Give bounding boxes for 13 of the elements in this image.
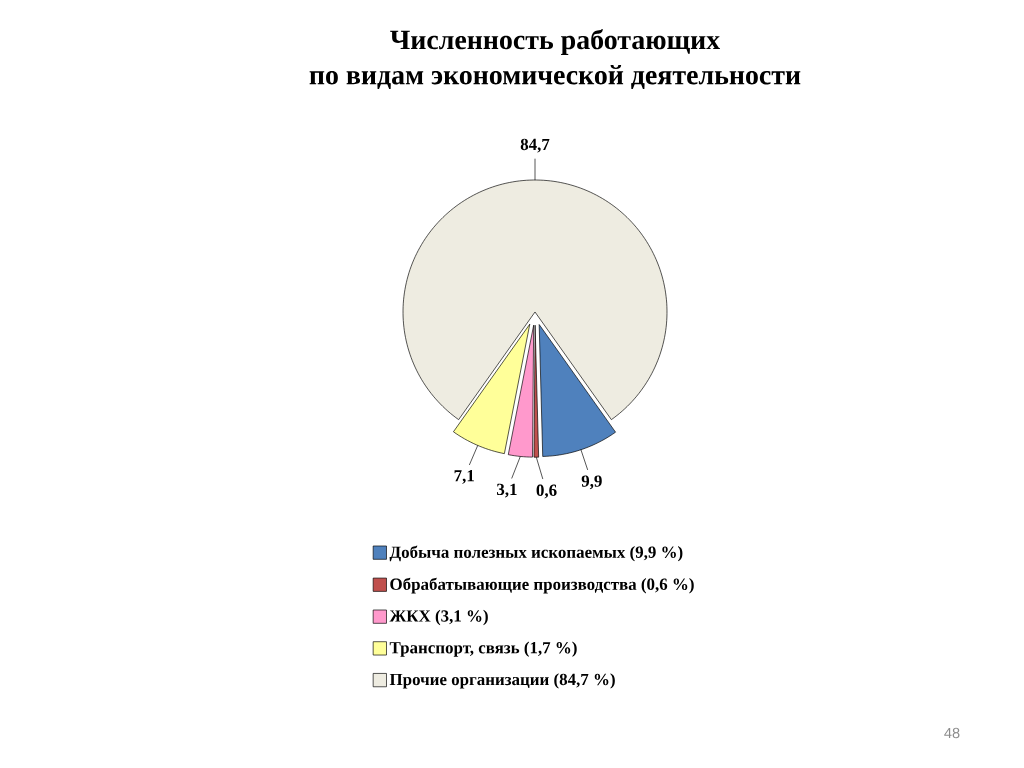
legend-label: Обрабатывающие производства (0,6 %): [390, 577, 694, 594]
legend-label: ЖКХ (3,1 %): [389, 609, 488, 626]
data-label: 9,9: [581, 475, 602, 490]
data-label: 3,1: [496, 483, 517, 498]
legend-label: Добыча полезных ископаемых (9,9 %): [389, 545, 683, 562]
data-label: 0,6: [536, 484, 557, 499]
data-label: 7,1: [454, 470, 474, 484]
legend-label: Прочие организации (84,7 %): [389, 673, 615, 689]
chart-subtitle: по видам экономической деятельности: [309, 64, 801, 90]
legend-label: Транспорт, связь (1,7 %): [389, 641, 577, 657]
text: 48: [944, 727, 960, 739]
data-label: 84,7: [520, 138, 550, 153]
chart-title: Численность работающих: [390, 29, 720, 55]
